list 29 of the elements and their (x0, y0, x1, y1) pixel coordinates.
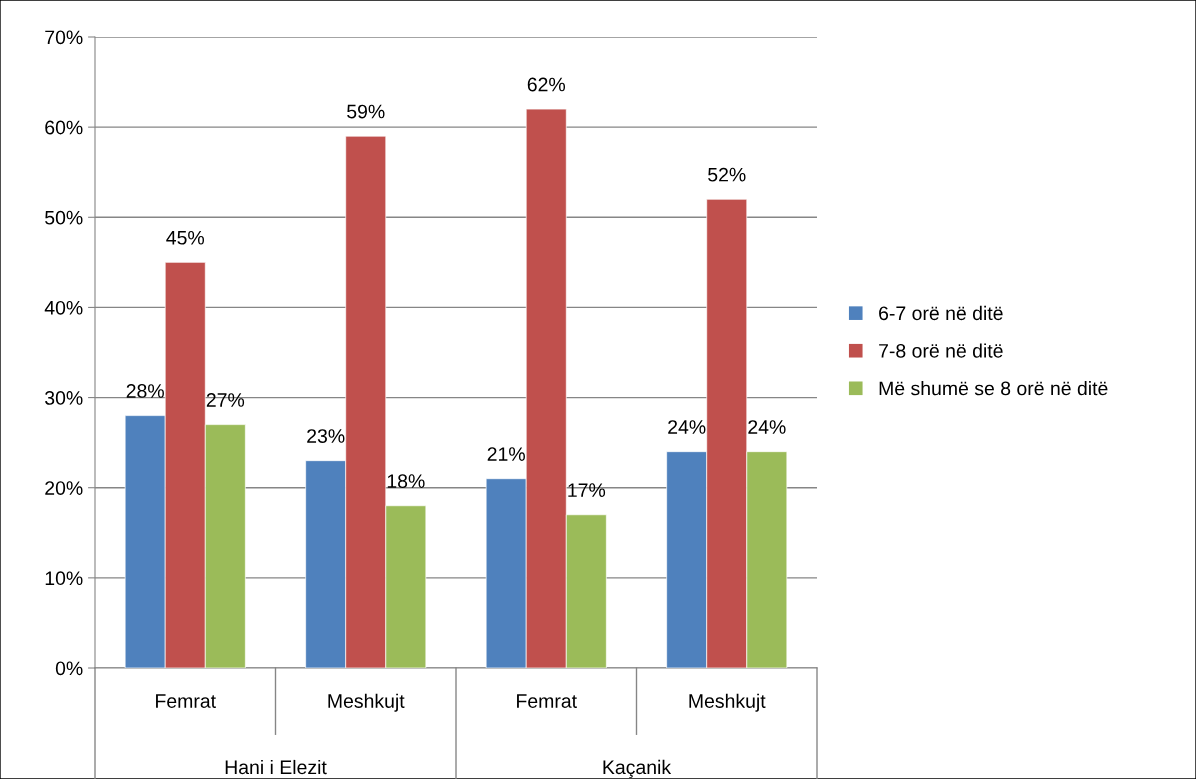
legend-label: 7-8 orë në ditë (879, 343, 1003, 358)
text: Hani i Elezit (225, 759, 327, 775)
data-label: 21% (487, 447, 525, 461)
data-label: 27% (206, 393, 245, 407)
data-label: 59% (347, 104, 385, 119)
x-tick-label: Meshkujt (689, 693, 766, 712)
legend-label: Më shumë se 8 orë në ditë (879, 381, 1108, 396)
data-label: 24% (748, 420, 786, 434)
y-tick-label: 10% (45, 571, 83, 586)
y-tick-label: 30% (45, 391, 83, 405)
y-tick-label: 40% (44, 300, 83, 315)
data-label: 18% (387, 474, 425, 489)
data-label: 23% (307, 429, 345, 443)
y-tick-label: 60% (45, 120, 83, 135)
x-tick-label: Meshkujt (328, 693, 405, 712)
data-label: 45% (166, 230, 205, 245)
y-tick-label: 0% (55, 661, 83, 676)
data-label: 62% (527, 77, 566, 92)
x-tick-label: Femrat (156, 694, 216, 708)
y-tick-label: 50% (45, 210, 83, 225)
y-tick-label: 70% (45, 30, 83, 45)
legend-label: 6-7 orë në ditë (879, 305, 1003, 321)
data-label: 52% (708, 167, 746, 182)
data-label: 24% (668, 420, 706, 434)
y-tick-label: 20% (45, 481, 83, 495)
x-tick-label: Femrat (517, 694, 577, 708)
data-label: 17% (568, 483, 606, 497)
data-label: 28% (126, 384, 164, 398)
text: Kaçanik (603, 759, 672, 779)
